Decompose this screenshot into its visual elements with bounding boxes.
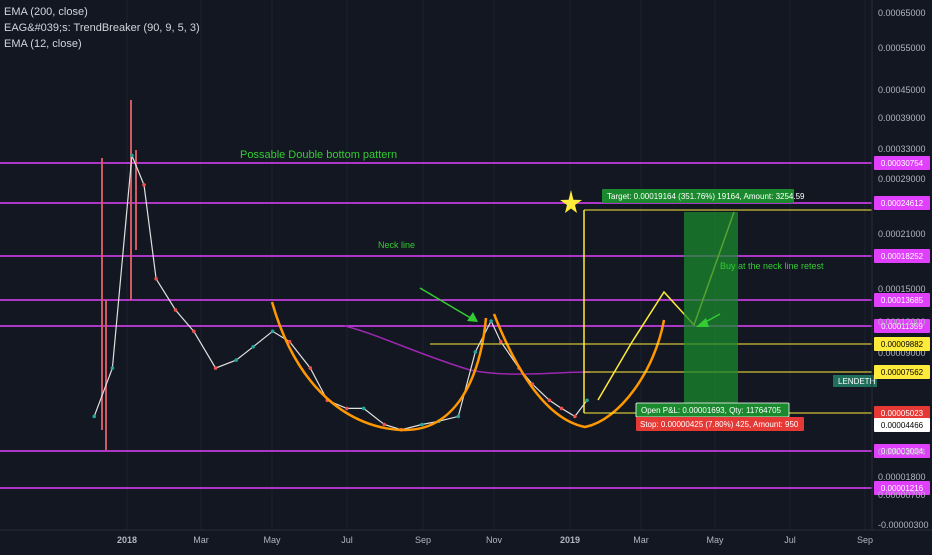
price-point <box>92 414 96 419</box>
price-point <box>287 339 292 344</box>
second-bottom-arc <box>492 313 666 429</box>
axis-price-label: 0.00005023 <box>881 409 924 418</box>
x-tick-label: Jul <box>341 535 353 545</box>
pattern-annotation: Possable Double bottom pattern <box>240 149 397 161</box>
price-point <box>489 319 493 323</box>
x-tick-label: Mar <box>633 535 649 545</box>
y-tick-label: -0.00000300 <box>878 520 929 530</box>
price-point <box>251 345 255 349</box>
price-point <box>308 366 313 370</box>
price-point <box>130 153 134 158</box>
price-point <box>559 406 564 411</box>
price-point <box>499 339 503 344</box>
target-label-box <box>602 189 794 203</box>
level-price-tag <box>874 156 930 170</box>
level-price-label: 0.00030754 <box>881 159 924 168</box>
level-price-label: 0.00001216 <box>881 484 924 493</box>
axis-price-tag <box>874 406 930 420</box>
price-point <box>270 329 275 334</box>
study-ema200[interactable]: EMA (200, close) <box>4 6 88 18</box>
price-point <box>573 414 577 419</box>
symbol-tag <box>833 375 877 387</box>
buy-arrow-head-icon <box>696 318 709 327</box>
y-tick-label: 0.00009000 <box>878 348 926 358</box>
x-tick-label: 2018 <box>117 535 137 545</box>
price-point <box>361 406 366 411</box>
price-point <box>192 329 196 334</box>
price-point <box>154 277 158 281</box>
y-tick-label: 0.00012000 <box>878 317 926 327</box>
neck-arrow-head-icon <box>467 312 478 322</box>
level-price-label: 0.00018252 <box>881 252 924 261</box>
y-tick-label: 0.00055000 <box>878 43 926 53</box>
y-tick-label: 0.00003004 <box>878 447 926 457</box>
x-tick-label: May <box>263 535 281 545</box>
axis-price-label: 0.00004466 <box>881 421 924 430</box>
pnl-label: Open P&L: 0.00001693, Qty: 11764705 <box>641 406 782 415</box>
level-price-tag <box>874 481 930 495</box>
y-tick-label: 0.00033000 <box>878 144 926 154</box>
x-tick-label: Mar <box>193 535 209 545</box>
buy-annotation: Buy at the neck line retest <box>720 261 824 271</box>
x-tick-label: May <box>706 535 724 545</box>
y-tick-label: 0.00000700 <box>878 490 926 500</box>
price-point <box>547 398 552 403</box>
target-label: Target: 0.00019164 (351.76%) 19164, Amou… <box>607 192 805 201</box>
y-tick-label: 0.00065000 <box>878 8 926 18</box>
axis-price-label: 0.00007562 <box>881 368 924 377</box>
symbol-label: LENDETH <box>838 377 876 386</box>
level-price-tag <box>874 444 930 458</box>
y-tick-label: 0.00001800 <box>878 472 926 482</box>
level-price-label: 0.00013685 <box>881 296 924 305</box>
y-tick-label: 0.00015000 <box>878 284 926 294</box>
price-point <box>382 422 387 427</box>
star-icon <box>560 190 582 213</box>
x-tick-label: Sep <box>415 535 431 545</box>
study-trendbreaker[interactable]: EAG&#039;s: TrendBreaker (90, 9, 5, 3) <box>4 22 200 34</box>
price-point <box>234 358 238 362</box>
long-position-box <box>684 212 738 410</box>
price-point <box>344 406 349 411</box>
y-tick-label: 0.00045000 <box>878 85 926 95</box>
level-price-tag <box>874 319 930 333</box>
y-tick-label: 0.00029000 <box>878 174 926 184</box>
level-price-tag <box>874 293 930 307</box>
neck-line-annotation: Neck line <box>378 240 415 250</box>
price-point <box>585 398 589 403</box>
price-point <box>142 183 146 187</box>
axis-price-label: 0.00009882 <box>881 340 924 349</box>
axis-price-tag <box>874 418 930 432</box>
price-point <box>213 366 218 370</box>
level-price-label: 0.00011359 <box>881 322 923 331</box>
stop-label: Stop: 0.00000425 (7.80%) 425, Amount: 95… <box>640 420 799 429</box>
stop-label-box <box>636 417 804 431</box>
first-bottom-arc <box>270 301 488 432</box>
neck-arrow-icon <box>419 287 475 321</box>
level-price-label: 0.00003004 <box>881 447 924 456</box>
price-point <box>110 366 115 370</box>
x-tick-label: Nov <box>486 535 503 545</box>
level-price-tag <box>874 196 930 210</box>
price-point <box>456 414 461 419</box>
study-legend: EMA (200, close) EAG&#039;s: TrendBreake… <box>4 4 200 52</box>
y-tick-label: 0.00021000 <box>878 229 926 239</box>
x-tick-label: 2019 <box>560 535 580 545</box>
level-price-tag <box>874 249 930 263</box>
y-tick-label: 0.00039000 <box>878 113 926 123</box>
price-point <box>473 350 478 354</box>
x-tick-label: Jul <box>784 535 796 545</box>
study-ema12[interactable]: EMA (12, close) <box>4 38 82 50</box>
price-point <box>420 422 424 427</box>
axis-price-tag <box>874 337 930 351</box>
level-price-label: 0.00024612 <box>881 199 924 208</box>
price-point <box>173 308 178 312</box>
axis-price-tag <box>874 365 930 379</box>
x-tick-label: Sep <box>857 535 873 545</box>
